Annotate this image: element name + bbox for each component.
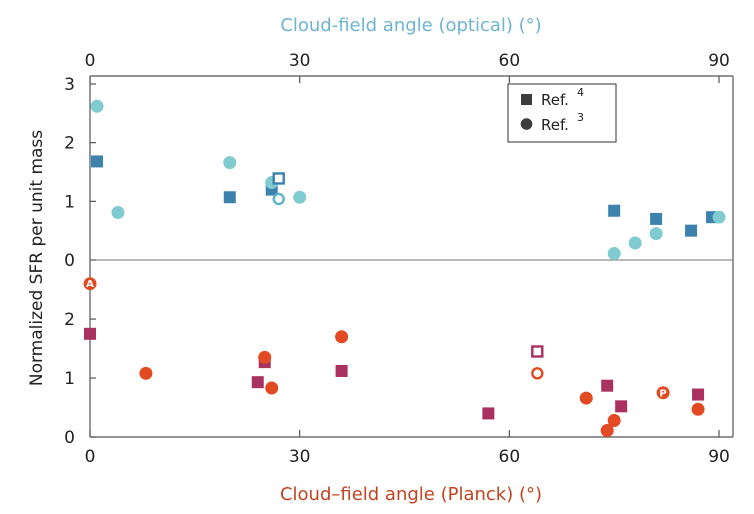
lower-circle-point-1-6 — [607, 413, 621, 427]
upper-circle-point-1-0 — [90, 99, 104, 113]
upper-square-point-0-5 — [685, 224, 698, 237]
legend-entry-2-label: Ref. — [541, 116, 569, 134]
upper-circle-point-1-4 — [293, 190, 307, 204]
lower-square-point-0-5 — [601, 379, 614, 392]
axes-frame — [89, 75, 734, 438]
upper-square-point-0-0 — [90, 155, 103, 168]
legend-square-icon — [521, 94, 532, 105]
top-axis-title: Cloud-field angle (optical) (°) — [280, 15, 541, 36]
upper-y-tick-label-2: 2 — [64, 134, 75, 154]
lower-square-point-0-3 — [335, 364, 348, 377]
legend-entry-1-sup: 4 — [577, 86, 584, 99]
lower-y-tick-label-2: 2 — [64, 310, 75, 330]
lower-lettered-circle-point-4-1-letter: P — [659, 388, 666, 399]
lower-circle-point-1-7 — [691, 402, 705, 416]
lower-square-point-0-1 — [251, 376, 264, 389]
legend-entry-1-label: Ref. — [541, 91, 569, 109]
lower-hollow-circle-point-3-0 — [531, 367, 544, 380]
legend-circle-icon — [520, 118, 533, 130]
lower-circle-point-1-1 — [258, 350, 272, 364]
lower-circle-point-1-4 — [579, 391, 593, 405]
lower-circle-point-1-5 — [600, 424, 614, 438]
lower-circle-point-1-2 — [265, 381, 279, 395]
upper-y-tick-label-1: 1 — [64, 192, 75, 212]
lower-y-tick-label-0: 0 — [64, 428, 75, 448]
upper-square-point-0-3 — [608, 204, 621, 217]
lower-square-point-0-6 — [615, 400, 628, 413]
top-x-tick-label-1: 30 — [289, 51, 311, 71]
lower-hollow-square-point-2-0 — [531, 345, 544, 358]
upper-circle-point-1-2 — [223, 156, 237, 170]
lower-square-point-0-0 — [84, 327, 96, 340]
lower-lettered-circle-point-4-0-letter: A — [86, 279, 94, 290]
legend: Ref. 4 Ref. 3 — [507, 83, 617, 143]
upper-circle-point-1-5 — [607, 247, 621, 261]
lower-y-tick-label-1: 1 — [64, 369, 75, 389]
upper-hollow-square-point-2-0 — [272, 172, 285, 185]
top-x-tick-label-2: 60 — [499, 51, 521, 71]
lower-circle-point-1-3 — [335, 330, 349, 344]
lower-square-point-0-4 — [482, 407, 495, 420]
upper-square-point-0-4 — [650, 212, 663, 225]
bottom-x-tick-label-1: 30 — [289, 447, 311, 467]
upper-circle-point-1-1 — [111, 205, 125, 219]
upper-circle-point-1-7 — [649, 227, 663, 241]
upper-y-tick-label-0: 0 — [64, 251, 75, 271]
lower-square-point-0-7 — [692, 388, 705, 401]
upper-circle-point-1-6 — [628, 236, 642, 250]
points-layer: AP — [83, 99, 726, 438]
lower-lettered-circle-point-4-1 — [656, 386, 670, 400]
upper-hollow-circle-point-3-0 — [272, 192, 285, 206]
lower-circle-point-1-0 — [139, 366, 153, 380]
y-axis-title: Normalized SFR per unit mass — [27, 130, 47, 386]
bottom-x-tick-label-2: 60 — [499, 447, 521, 467]
bottom-x-tick-label-0: 0 — [85, 447, 96, 467]
bottom-axis-title: Cloud–field angle (Planck) (°) — [280, 484, 542, 505]
upper-circle-point-1-8 — [712, 210, 726, 224]
lower-lettered-circle-point-4-0 — [83, 277, 97, 291]
upper-y-tick-label-3: 3 — [64, 75, 75, 95]
upper-square-point-0-1 — [223, 191, 236, 204]
legend-box — [507, 83, 617, 143]
top-x-tick-label-0: 0 — [85, 51, 96, 71]
top-x-tick-label-3: 90 — [708, 51, 730, 71]
legend-entry-2-sup: 3 — [577, 111, 584, 124]
bottom-x-tick-label-3: 90 — [708, 447, 730, 467]
